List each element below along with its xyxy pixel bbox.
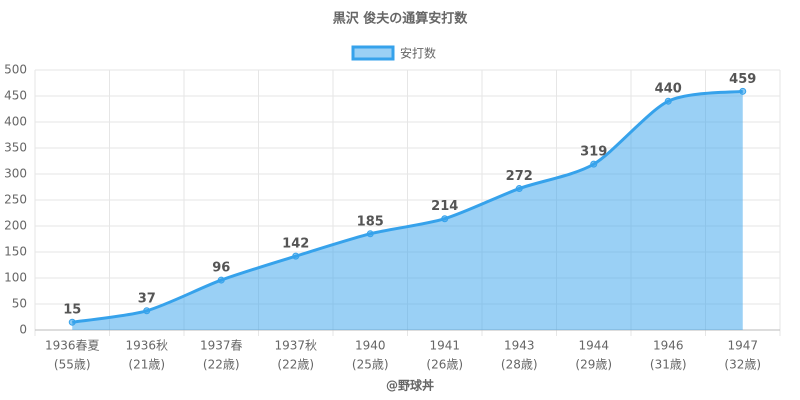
x-tick-label: (28歳) (501, 358, 538, 372)
x-tick-label: 1936秋 (125, 339, 168, 353)
legend-label: 安打数 (400, 46, 436, 61)
y-tick-label: 200 (4, 219, 27, 233)
y-tick-label: 100 (4, 271, 27, 285)
data-label: 319 (580, 145, 607, 160)
legend-swatch (351, 45, 395, 61)
point (366, 230, 374, 238)
point (590, 160, 598, 168)
y-tick-label: 50 (12, 297, 27, 311)
point (143, 307, 151, 315)
chart-title: 黒沢 俊夫の通算安打数 (333, 11, 469, 27)
point (515, 185, 523, 193)
x-tick-label: 1937春 (200, 339, 243, 353)
data-label: 272 (506, 169, 533, 184)
data-label: 15 (63, 303, 81, 318)
data-label: 440 (655, 82, 682, 97)
y-tick-label: 150 (4, 245, 27, 259)
x-tick-label: 1946 (653, 339, 684, 353)
x-tick-label: (22歳) (277, 358, 314, 372)
x-tick-label: 1944 (578, 339, 609, 353)
area-fill (72, 91, 743, 330)
x-axis-title: @野球丼 (386, 378, 434, 393)
data-label: 142 (282, 237, 309, 252)
x-tick-label: 1936春夏 (45, 339, 100, 353)
point (292, 252, 300, 260)
data-label: 96 (212, 261, 230, 276)
x-tick-label: (29歳) (575, 358, 612, 372)
y-tick-label: 450 (4, 89, 27, 103)
point (739, 87, 747, 95)
y-tick-label: 250 (4, 193, 27, 207)
point (68, 318, 76, 326)
y-tick-label: 0 (19, 323, 27, 337)
point (441, 215, 449, 223)
data-label: 459 (729, 72, 756, 87)
data-label: 185 (357, 214, 384, 229)
y-tick-label: 500 (4, 63, 27, 77)
x-tick-label: (21歳) (128, 358, 165, 372)
point (217, 276, 225, 284)
x-tick-label: 1941 (429, 339, 460, 353)
x-tick-label: (32歳) (724, 358, 761, 372)
x-tick-label: (22歳) (203, 358, 240, 372)
data-label: 37 (138, 291, 156, 306)
x-tick-label: 1937秋 (274, 339, 317, 353)
line (72, 89, 743, 324)
x-tick-label: (25歳) (352, 358, 389, 372)
data-label: 214 (431, 199, 458, 214)
x-tick-label: (26歳) (426, 358, 463, 372)
x-tick-label: (55歳) (54, 358, 91, 372)
x-tick-label: 1943 (504, 339, 535, 353)
x-tick-label: 1947 (727, 339, 758, 353)
point (664, 97, 672, 105)
x-tick-label: 1940 (355, 339, 386, 353)
y-tick-label: 300 (4, 167, 27, 181)
x-tick-label: (31歳) (650, 358, 687, 372)
y-tick-label: 400 (4, 115, 27, 129)
y-tick-label: 350 (4, 141, 27, 155)
